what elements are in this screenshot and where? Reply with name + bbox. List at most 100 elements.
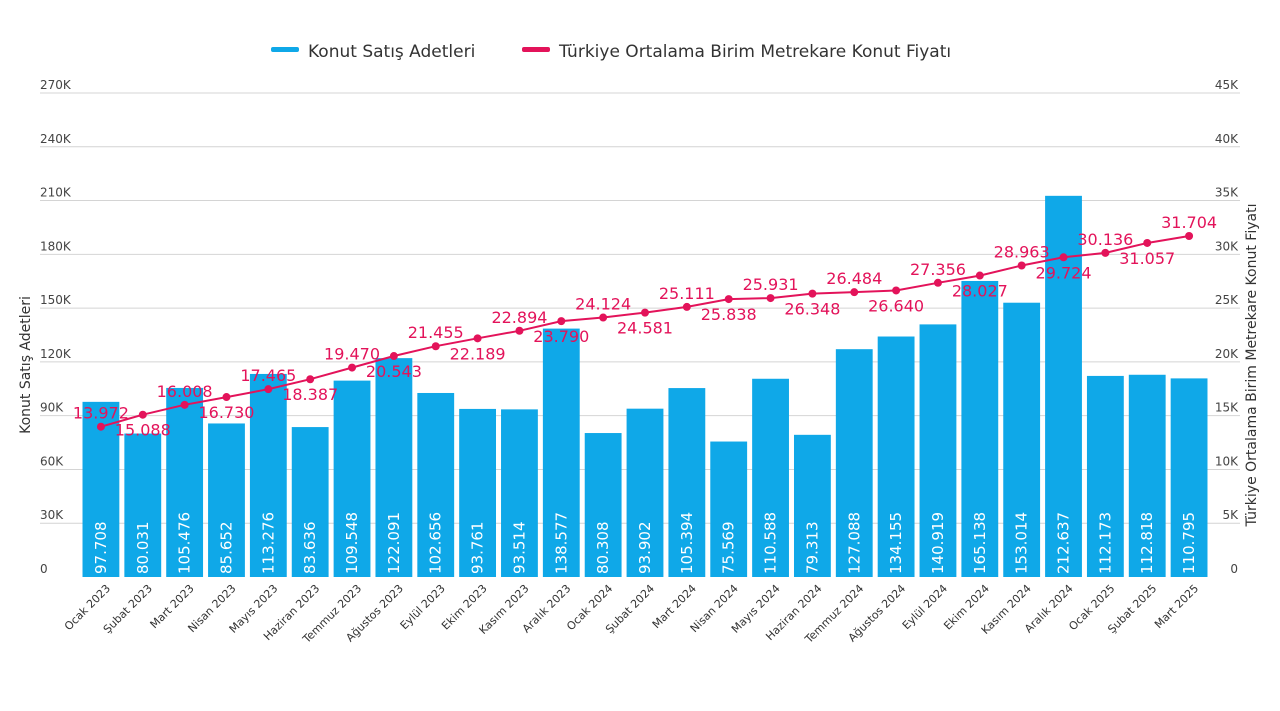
line-value-label: 31.704: [1161, 213, 1217, 232]
left-tick-label: 120K: [40, 347, 72, 361]
line-point: [222, 393, 231, 402]
right-tick-label: 45K: [1215, 78, 1239, 92]
bar-value-label: 85.652: [217, 522, 235, 575]
bar-value-label: 80.031: [134, 522, 152, 575]
bar: [668, 388, 706, 577]
bar: [459, 408, 497, 577]
line-value-label: 15.088: [115, 421, 171, 440]
line-point: [1059, 253, 1068, 262]
line-value-label: 21.455: [408, 323, 464, 342]
line-point: [682, 302, 691, 311]
line-value-label: 18.387: [282, 385, 338, 404]
line-value-label: 25.838: [701, 305, 757, 324]
bar-value-label: 97.708: [92, 522, 110, 575]
line-point: [599, 313, 608, 322]
bar: [82, 401, 120, 577]
bar-series: [82, 195, 1208, 577]
line-value-label: 23.790: [533, 327, 589, 346]
line-point: [431, 342, 440, 351]
bar: [752, 378, 789, 577]
left-tick-label: 180K: [40, 239, 72, 253]
bar: [1170, 378, 1208, 577]
line-point: [1017, 261, 1026, 270]
bar: [291, 427, 329, 577]
bar-value-label: 212.637: [1055, 512, 1073, 574]
bar: [1003, 302, 1041, 577]
bar-value-label: 138.577: [552, 512, 570, 574]
bar: [877, 336, 915, 577]
bar-value-label: 112.818: [1138, 512, 1156, 574]
line-value-label: 26.348: [784, 300, 840, 319]
bar: [375, 358, 413, 577]
line-value-label: 17.465: [240, 366, 296, 385]
line-value-label: 16.730: [198, 403, 254, 422]
right-tick-label: 40K: [1215, 132, 1239, 146]
line-point: [389, 352, 398, 361]
bar-value-labels: 97.708 80.031 105.476 85.652 113.276 83.636 10…: [92, 512, 1198, 574]
line-point: [473, 334, 482, 343]
line-point: [1185, 232, 1194, 241]
bar: [919, 324, 957, 577]
line-point: [766, 294, 775, 303]
bar-value-label: 113.276: [259, 512, 277, 574]
right-tick-label: 15K: [1215, 401, 1239, 415]
line-point: [808, 289, 817, 298]
left-tick-label: 0: [40, 562, 48, 576]
line-point: [724, 295, 733, 304]
right-tick-label: 25K: [1215, 293, 1239, 307]
line-value-label: 26.640: [868, 296, 924, 315]
bar: [249, 373, 287, 577]
legend-swatch-bars: [271, 47, 299, 52]
line-point: [1101, 248, 1110, 257]
bar: [166, 387, 204, 577]
left-tick-label: 150K: [40, 293, 72, 307]
bar-value-label: 93.761: [469, 522, 487, 575]
bar: [1128, 374, 1166, 577]
line-value-label: 16.008: [157, 382, 213, 401]
bar: [626, 408, 664, 577]
line-value-label: 28.027: [952, 282, 1008, 301]
line-value-label: 22.189: [450, 344, 506, 363]
bar-value-label: 80.308: [594, 522, 612, 575]
line-point: [348, 363, 357, 372]
line-value-label: 28.963: [994, 242, 1050, 261]
line-point: [96, 422, 105, 431]
bar-value-label: 93.902: [636, 522, 654, 575]
line-series: [96, 232, 1194, 431]
right-tick-label: 10K: [1215, 454, 1239, 468]
line-value-label: 27.356: [910, 260, 966, 279]
left-tick-label: 90K: [40, 401, 64, 415]
left-tick-label: 30K: [40, 508, 64, 522]
line-value-label: 30.136: [1077, 230, 1133, 249]
bar-value-label: 134.155: [887, 512, 905, 574]
line-point: [180, 400, 189, 409]
line-value-label: 19.470: [324, 345, 380, 364]
bar: [710, 441, 748, 577]
bar: [1086, 375, 1124, 577]
line-point: [1143, 238, 1152, 247]
right-axis-title: Türkiye Ortalama Birim Metrekare Konut F…: [1244, 204, 1260, 528]
bar-value-label: 83.636: [301, 522, 319, 575]
line-value-label: 13.972: [73, 404, 129, 423]
bar-value-label: 110.795: [1180, 512, 1198, 574]
legend-swatch-line: [522, 47, 550, 52]
bar: [793, 434, 831, 577]
bar-value-label: 110.588: [762, 512, 780, 574]
bar-value-label: 122.091: [385, 512, 403, 574]
bar-value-label: 93.514: [510, 522, 528, 575]
line-point: [641, 308, 649, 317]
bar: [124, 433, 162, 577]
left-axis-title: Konut Satış Adetleri: [18, 296, 34, 434]
legend-label-line: Türkiye Ortalama Birim Metrekare Konut F…: [558, 42, 951, 62]
bar: [584, 433, 622, 577]
bar: [333, 380, 371, 577]
left-tick-label: 60K: [40, 454, 64, 468]
right-tick-label: 0: [1230, 562, 1238, 576]
bar-value-label: 127.088: [845, 512, 863, 574]
line-value-label: 24.124: [575, 295, 631, 314]
line-point: [557, 317, 566, 326]
right-tick-label: 35K: [1215, 186, 1239, 200]
line-value-label: 25.931: [743, 275, 799, 294]
